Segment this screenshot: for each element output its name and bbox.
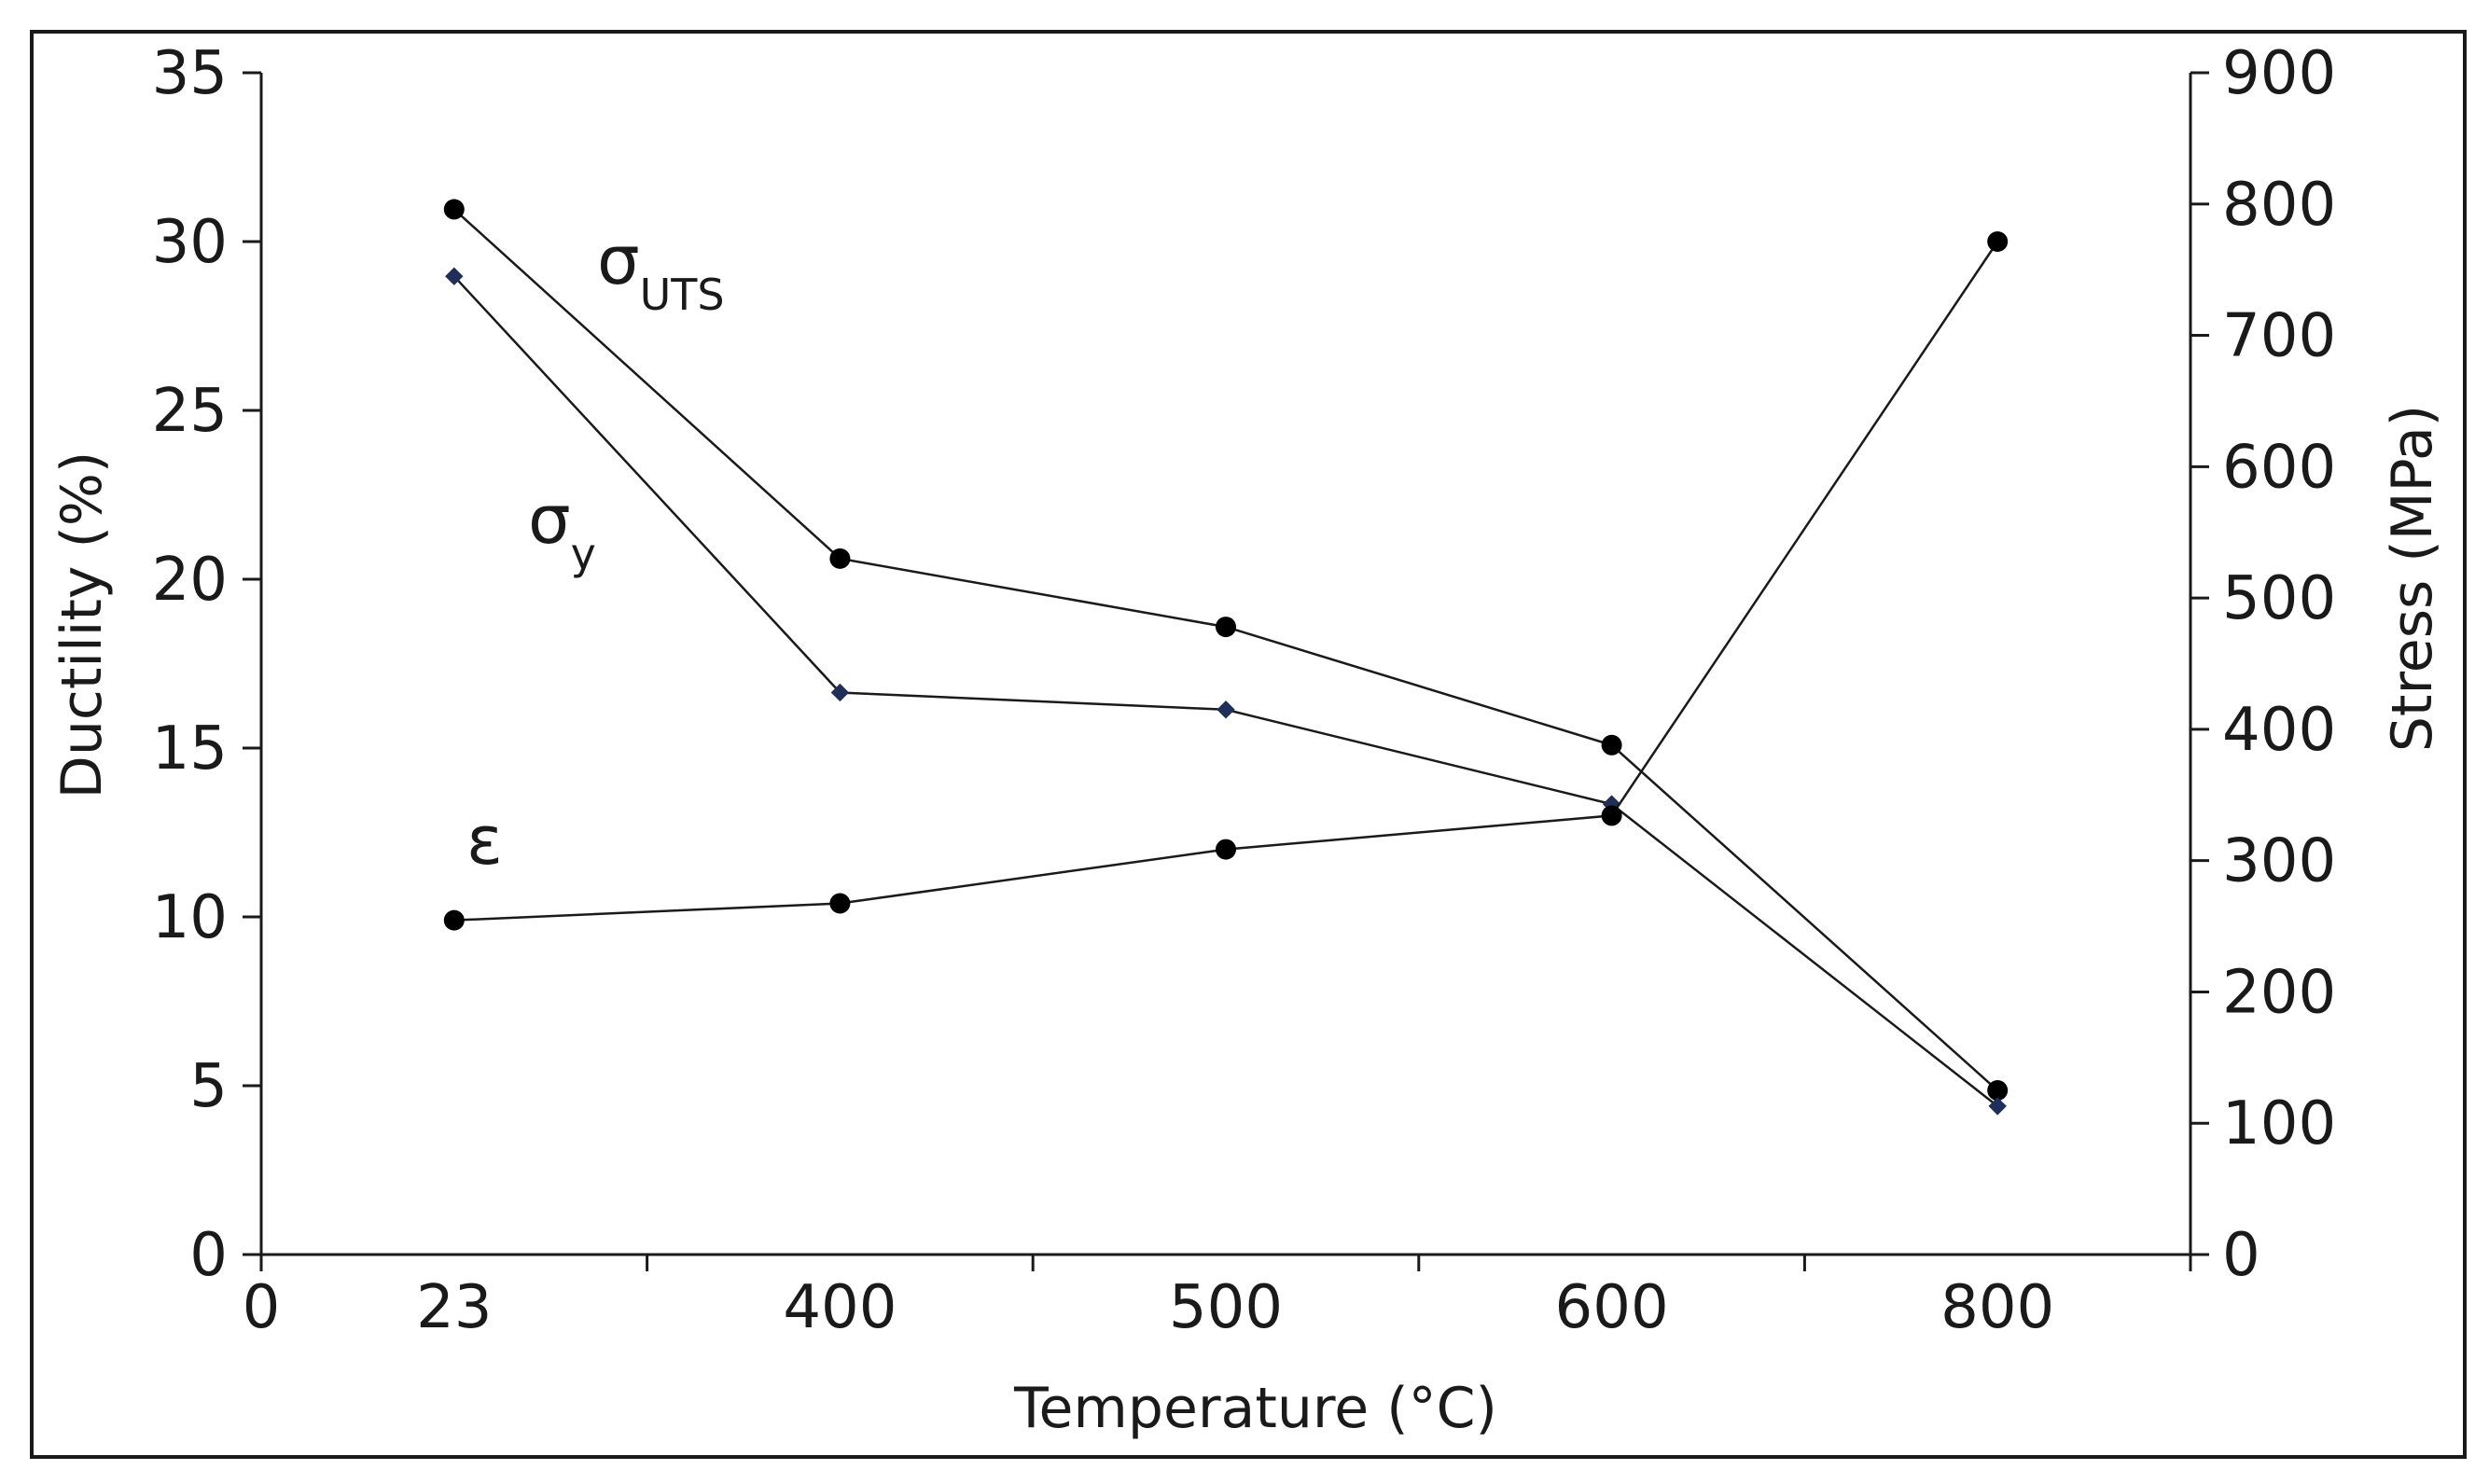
series-line-1 [452, 275, 1998, 1107]
series-label-yield: σy [528, 480, 596, 579]
y-right-tick-label: 100 [2222, 1089, 2336, 1158]
y-right-tick-label: 600 [2222, 433, 2336, 502]
y-left-tick-label: 0 [189, 1221, 228, 1290]
left-axis-ticks: 0 5 10 15 20 25 30 35 [152, 39, 261, 1290]
y-right-tick-label: 300 [2222, 827, 2336, 896]
y-left-tick-label: 20 [152, 546, 228, 615]
y-right-tick-label: 200 [2222, 958, 2336, 1027]
y-left-tick-label: 15 [152, 714, 228, 784]
y-axis-title-left: Ductility (%) [49, 451, 115, 799]
data-point [1601, 805, 1622, 826]
data-point [829, 893, 851, 914]
y-left-tick-label: 5 [189, 1052, 228, 1121]
data-point [1988, 1097, 2007, 1116]
x-axis-title: Temperature (°C) [1013, 1376, 1497, 1441]
y-right-tick-label: 0 [2222, 1221, 2260, 1290]
x-tick-label: 600 [1555, 1273, 1669, 1342]
y-left-tick-label: 10 [152, 883, 228, 952]
data-point [1216, 839, 1236, 860]
series-line-2 [453, 241, 1999, 922]
x-tick-label: 400 [783, 1273, 897, 1342]
y-right-tick-label: 700 [2222, 302, 2336, 371]
data-point [1216, 617, 1236, 638]
x-tick-label: 500 [1169, 1273, 1283, 1342]
y-right-tick-label: 800 [2222, 171, 2336, 240]
data-point [1987, 1080, 2009, 1102]
data-point [445, 267, 464, 285]
data-point [830, 683, 850, 702]
series-label-yield-sub: y [571, 529, 596, 579]
y-left-tick-label: 25 [152, 377, 228, 446]
y-right-tick-label: 500 [2222, 564, 2336, 633]
y-left-tick-label: 30 [152, 208, 228, 277]
data-point [443, 199, 465, 220]
x-tick-label: 23 [416, 1273, 492, 1342]
data-point [443, 909, 465, 931]
y-right-tick-label: 400 [2222, 696, 2336, 765]
y-left-tick-label: 35 [152, 39, 228, 108]
series-label-uts: σUTS [597, 221, 725, 320]
data-point [1601, 734, 1622, 756]
right-axis-ticks: 0 100 200 300 400 500 600 700 800 900 [2190, 39, 2336, 1290]
series-label-uts-sub: UTS [640, 270, 725, 320]
x-tick-label: 0 [243, 1273, 281, 1342]
series-label-uts-main: σ [597, 221, 640, 299]
series [443, 199, 2009, 1116]
series-line-0 [452, 208, 1999, 1091]
axes [259, 73, 2192, 1256]
series-label-strain: ε [466, 801, 503, 880]
data-point [1987, 231, 2009, 252]
series-label-yield-main: σ [528, 480, 571, 559]
y-right-tick-label: 900 [2222, 39, 2336, 108]
data-point [829, 548, 851, 569]
x-axis-ticks: 0 23 400 500 600 800 [243, 1255, 2192, 1342]
x-tick-label: 800 [1940, 1273, 2054, 1342]
data-point [1217, 700, 1235, 719]
outer-border [30, 30, 2467, 1459]
y-axis-title-right: Stress (MPa) [2380, 405, 2445, 752]
